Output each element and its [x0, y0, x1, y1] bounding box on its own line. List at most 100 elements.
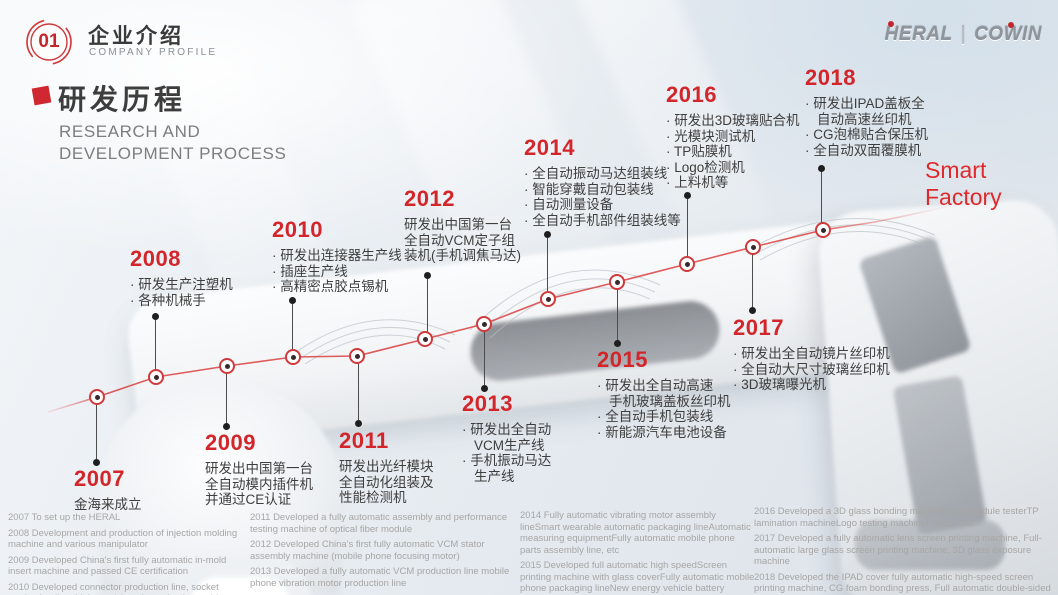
footnote-entry: 2014 Fully automatic vibrating motor ass…	[520, 510, 751, 556]
connector-dot	[289, 297, 296, 304]
milestone-text: · 新能源汽车电池设备	[597, 424, 727, 440]
connector-dot	[355, 420, 362, 427]
timeline-item-2008: 2008 · 研发生产注塑机 · 各种机械手	[130, 246, 233, 308]
timeline-node-2013	[476, 316, 492, 332]
timeline-item-2014: 2014 · 全自动振动马达组装线 · 智能穿戴自动包装线 · 自动测量设备 ·…	[524, 135, 681, 228]
connector-line	[155, 316, 157, 377]
milestone-text: · 全自动手机部件组装线等	[524, 212, 681, 228]
year-label: 2011	[339, 428, 389, 453]
connector-line	[617, 282, 619, 343]
footnote-entry: 2015 Developed full automatic high speed…	[520, 560, 755, 595]
section-number-badge: 01	[24, 17, 74, 67]
footnote-entry: 2008 Development and production of injec…	[8, 527, 238, 551]
footnote-column-4: 2016 Developed a 3D glass bonding machin…	[754, 506, 1054, 595]
timeline-node-2007	[89, 389, 105, 405]
milestone-text: 全自动VCM定子组	[404, 232, 515, 248]
footnote-column-3: 2014 Fully automatic vibrating motor ass…	[520, 510, 757, 595]
milestone-text: · 上料机等	[666, 175, 729, 190]
connector-dot	[818, 165, 825, 172]
title-square-icon	[31, 85, 52, 106]
connector-dot	[223, 423, 230, 430]
timeline-item-2013: 2013 · 研发出全自动 VCM生产线 · 手机振动马达 生产线	[462, 391, 551, 484]
footnote-entry: 2016 Developed a 3D glass bonding machin…	[754, 506, 1039, 529]
milestone-text: · CG泡棉贴合保压机	[805, 127, 928, 142]
connector-dot	[93, 459, 100, 466]
milestone-text: · 研发出全自动镜片丝印机	[733, 346, 890, 361]
milestone-text: · 自动测量设备	[524, 197, 614, 212]
milestone-text: · 研发出连接器生产线	[272, 248, 402, 263]
year-label: 2016	[666, 82, 717, 107]
year-label: 2014	[524, 135, 575, 160]
milestone-text: VCM生产线	[474, 437, 545, 453]
timeline-item-2012: 2012 研发出中国第一台 全自动VCM定子组 装机(手机调焦马达)	[404, 186, 521, 264]
timeline-node-2008	[148, 369, 164, 385]
year-label: 2008	[130, 246, 181, 271]
footnote-entry: 2018 Developed the IPAD cover fully auto…	[754, 571, 1051, 595]
milestone-text: · 研发出全自动高速	[597, 378, 714, 393]
milestone-text: · TP贴膜机	[666, 144, 732, 159]
connector-dot	[544, 231, 551, 238]
connector-dot	[749, 307, 756, 314]
milestone-text: · 手机振动马达	[462, 453, 552, 468]
milestone-text: 研发出光纤模块	[339, 459, 434, 474]
milestone-text: · 全自动手机包装线	[597, 409, 714, 424]
robot-head-detail	[855, 520, 1005, 570]
footnote-entry: 2011 Developed a fully automatic assembl…	[250, 512, 507, 535]
connector-dot	[424, 272, 431, 279]
footnote-column-1: 2007 To set up the HERAL 2008 Developmen…	[8, 512, 246, 595]
year-label: 2017	[733, 315, 784, 340]
timeline-node-2017	[745, 239, 761, 255]
connector-dot	[684, 192, 691, 199]
footnote-entry: 2007 To set up the HERAL	[8, 512, 121, 523]
milestone-text: · 研发出全自动	[462, 422, 552, 437]
milestone-text: 并通过CE认证	[205, 492, 292, 507]
timeline-node-2018	[815, 222, 831, 238]
logo-dot-icon	[887, 21, 894, 27]
footnote-entry: 2012 Developed China's first fully autom…	[250, 539, 485, 562]
connector-line	[226, 366, 228, 426]
milestone-text: · 3D玻璃曝光机	[733, 377, 827, 392]
timeline-node-2012	[417, 331, 433, 347]
timeline-item-2015: 2015 · 研发出全自动高速 手机玻璃盖板丝印机 · 全自动手机包装线 · 新…	[597, 347, 731, 440]
section-number: 01	[38, 31, 60, 52]
milestone-text: 生产线	[474, 468, 515, 484]
timeline-node-2016	[679, 256, 695, 272]
milestone-text: · 插座生产线	[272, 263, 348, 279]
timeline-item-2010: 2010 · 研发出连接器生产线 · 插座生产线 · 高精密点胶点锡机	[272, 217, 402, 295]
milestone-text: · 全自动振动马达组装线	[524, 166, 668, 181]
milestone-text: · 研发出3D玻璃贴合机	[666, 113, 800, 128]
logo-separator: |	[960, 24, 967, 45]
year-label: 2009	[205, 430, 256, 455]
badge-ring-icon	[26, 19, 72, 65]
timeline-node-2010	[285, 349, 301, 365]
footnote-entry: 2013 Developed a fully automatic VCM pro…	[250, 566, 510, 589]
timeline-node-2009	[219, 358, 235, 374]
milestone-text: · 智能穿戴自动包装线	[524, 181, 654, 197]
timeline-item-2011: 2011 研发出光纤模块 全自动化组装及 性能检测机	[339, 428, 434, 506]
milestone-text: · 高精密点胶点锡机	[272, 279, 389, 294]
timeline-node-2014	[540, 291, 556, 307]
year-label: 2015	[597, 347, 648, 372]
company-logos: HERAL | COWIN	[885, 21, 1042, 46]
connector-line	[484, 324, 486, 388]
milestone-text: 手机玻璃盖板丝印机	[609, 393, 731, 409]
timeline-item-2017: 2017 · 研发出全自动镜片丝印机 · 全自动大尺寸玻璃丝印机 · 3D玻璃曝…	[733, 315, 890, 393]
year-label: 2013	[462, 391, 513, 416]
milestone-text: · 研发出IPAD盖板全	[805, 96, 925, 111]
milestone-text: · 全自动大尺寸玻璃丝印机	[733, 361, 890, 377]
footnote-entry: 2009 Developed China's first fully autom…	[8, 554, 227, 578]
timeline-node-2011	[349, 348, 365, 364]
footnote-column-2: 2011 Developed a fully automatic assembl…	[250, 512, 512, 593]
page-title-english-line2: DEVELOPMENT PROCESS	[59, 144, 287, 163]
milestone-text: 研发出中国第一台	[205, 461, 313, 476]
connector-line	[292, 300, 294, 357]
milestone-text: · Logo检测机	[666, 159, 745, 175]
page-title-english-line1: RESEARCH AND	[59, 122, 201, 141]
footnote-entry: 2017 Developed a fully automatic lens sc…	[754, 533, 1042, 567]
connector-line	[752, 247, 754, 310]
smart-factory-label: Smart Factory	[925, 157, 1002, 210]
page-header-subtitle: COMPANY PROFILE	[89, 47, 218, 58]
connector-line	[96, 397, 98, 462]
connector-line	[687, 195, 689, 264]
